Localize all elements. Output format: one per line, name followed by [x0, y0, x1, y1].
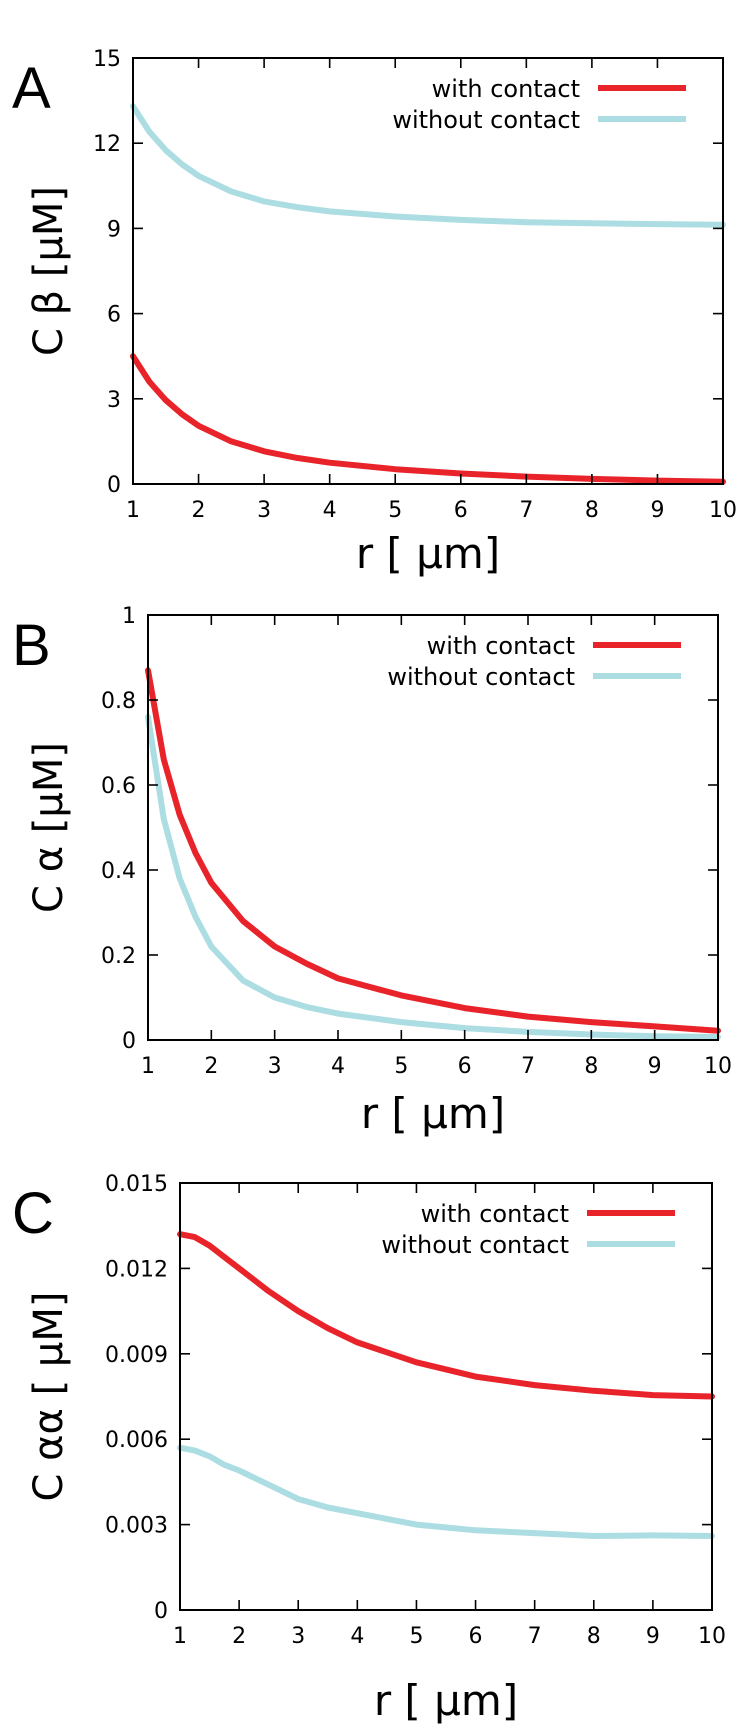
x-tick-label: 9 — [646, 1624, 660, 1649]
plot-frame — [179, 1182, 713, 1611]
panel-label: C — [12, 1181, 54, 1246]
x-tick-label: 5 — [409, 1624, 423, 1649]
y-tick-label: 9 — [107, 217, 121, 242]
chart-panel-B: B 1 2 3 4 5 6 7 8 9 10 0 0.2 0.4 0.6 0.8 1 r [ μm] C α [μM… — [12, 604, 732, 1138]
x-tick-label: 8 — [584, 1054, 598, 1079]
y-tick-label: 0 — [154, 1599, 168, 1624]
legend-label: without contact — [392, 106, 580, 134]
y-tick-label: 1 — [122, 604, 136, 629]
series-without-contact-line — [177, 1444, 715, 1539]
x-tick-label: 2 — [232, 1624, 246, 1649]
y-axis-label: C α [μM] — [26, 742, 72, 913]
legend-label: with contact — [421, 1200, 569, 1228]
x-tick-label: 10 — [704, 1054, 732, 1079]
x-tick-label: 4 — [350, 1624, 364, 1649]
x-tick-label: 10 — [709, 498, 737, 523]
x-axis-label: r [ μm] — [361, 1089, 505, 1138]
chart-panel-C: C 1 2 3 4 5 6 7 8 9 10 0 0.003 0.006 0.009 0.012 0.015 r … — [12, 1172, 726, 1725]
y-axis-label: C αα [ μM] — [26, 1292, 72, 1502]
x-tick-label: 8 — [587, 1624, 601, 1649]
series-with-contact-line — [145, 667, 721, 1034]
x-tick-label: 5 — [394, 1054, 408, 1079]
x-tick-label: 8 — [585, 498, 599, 523]
y-tick-label: 15 — [93, 47, 121, 72]
panel-label: B — [12, 613, 51, 678]
legend-label: without contact — [381, 1231, 569, 1259]
legend-label: with contact — [432, 75, 580, 103]
x-tick-label: 6 — [469, 1624, 483, 1649]
x-tick-label: 4 — [323, 498, 337, 523]
x-tick-label: 3 — [268, 1054, 282, 1079]
y-tick-label: 0.015 — [105, 1172, 168, 1197]
x-tick-label: 5 — [388, 498, 402, 523]
series-with-contact-line — [177, 1231, 715, 1400]
y-tick-label: 0.006 — [105, 1428, 168, 1453]
y-tick-label: 0.012 — [105, 1257, 168, 1282]
y-tick-label: 0.4 — [101, 859, 136, 884]
panel-label: A — [12, 56, 51, 121]
x-tick-label: 7 — [521, 1054, 535, 1079]
y-tick-label: 12 — [93, 132, 121, 157]
y-tick-label: 0.6 — [101, 774, 136, 799]
x-tick-label: 1 — [126, 498, 140, 523]
series-with-contact-line — [130, 353, 726, 485]
x-tick-label: 9 — [650, 498, 664, 523]
series-without-contact-line — [130, 103, 726, 228]
y-axis-label: C β [μM] — [26, 186, 72, 356]
x-tick-label: 1 — [141, 1054, 155, 1079]
x-tick-label: 3 — [257, 498, 271, 523]
legend-label: with contact — [427, 632, 575, 660]
x-axis-label: r [ μm] — [374, 1676, 518, 1725]
x-tick-label: 2 — [204, 1054, 218, 1079]
plot-frame — [147, 614, 719, 1041]
x-axis-label: r [ μm] — [356, 529, 500, 578]
x-tick-label: 4 — [331, 1054, 345, 1079]
x-tick-label: 9 — [648, 1054, 662, 1079]
y-tick-label: 0 — [122, 1029, 136, 1054]
x-tick-label: 6 — [454, 498, 468, 523]
legend-label: without contact — [387, 663, 575, 691]
y-tick-label: 0.2 — [101, 944, 136, 969]
y-tick-label: 6 — [107, 303, 121, 328]
x-tick-label: 2 — [192, 498, 206, 523]
x-tick-label: 7 — [519, 498, 533, 523]
series-without-contact-line — [145, 714, 721, 1040]
y-tick-label: 3 — [107, 388, 121, 413]
plot-frame — [132, 57, 724, 485]
x-tick-label: 1 — [173, 1624, 187, 1649]
y-tick-label: 0.009 — [105, 1343, 168, 1368]
y-tick-label: 0 — [107, 473, 121, 498]
x-tick-label: 7 — [528, 1624, 542, 1649]
x-tick-label: 10 — [698, 1624, 726, 1649]
x-tick-label: 3 — [291, 1624, 305, 1649]
x-tick-label: 6 — [458, 1054, 472, 1079]
y-tick-label: 0.003 — [105, 1514, 168, 1539]
y-tick-label: 0.8 — [101, 689, 136, 714]
